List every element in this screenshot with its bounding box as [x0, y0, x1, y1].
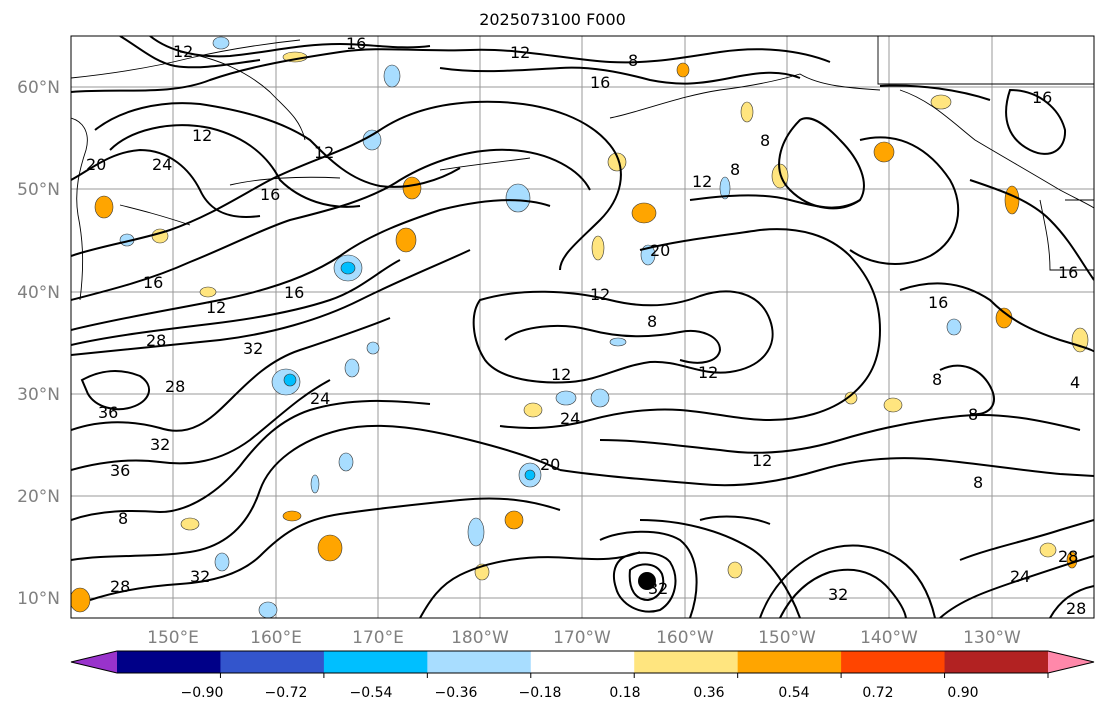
colorbar-segment — [530, 651, 635, 673]
lon-label: 160°E — [250, 628, 302, 648]
contour-label: 28 — [110, 577, 130, 596]
contour-labels: 12 16 12 8 16 16 12 12 24 20 16 16 16 12… — [86, 34, 1086, 618]
contour-label: 12 — [206, 298, 226, 317]
contour-label: 16 — [284, 283, 304, 302]
contour-label: 16 — [928, 293, 948, 312]
contour-label: 28 — [165, 377, 185, 396]
lon-label: 170°E — [352, 628, 404, 648]
contour-label: 8 — [760, 131, 770, 150]
contour-label: 24 — [1010, 567, 1030, 586]
contour-label: 24 — [310, 389, 330, 408]
lat-label: 60°N — [17, 78, 60, 98]
contour-label: 12 — [590, 285, 610, 304]
lat-label: 50°N — [17, 180, 60, 200]
colorbar-extend-min — [71, 651, 117, 673]
contour-label: 20 — [650, 241, 670, 260]
contour-label: 12 — [752, 451, 772, 470]
lon-axis: 150°E 160°E 170°E 180°W 170°W 160°W 150°… — [147, 628, 1021, 648]
colorbar-tick-label: 0.72 — [862, 685, 893, 701]
lat-axis: 60°N 50°N 40°N 30°N 20°N 10°N — [17, 78, 60, 609]
contour-label: 28 — [146, 331, 166, 350]
contour-label: 4 — [1070, 373, 1080, 392]
contour-label: 12 — [551, 365, 571, 384]
contour-label: 32 — [648, 579, 668, 598]
contour-label: 32 — [828, 585, 848, 604]
coastlines — [71, 36, 1094, 301]
contour-label: 12 — [314, 143, 334, 162]
contour-label: 12 — [698, 363, 718, 382]
contour-label: 8 — [968, 405, 978, 424]
colorbar-outline — [70, 650, 1095, 674]
lon-label: 180°W — [451, 628, 509, 648]
contour-label: 28 — [1058, 547, 1078, 566]
contour-label: 24 — [560, 409, 580, 428]
contours — [71, 36, 1094, 618]
colorbar-extend-max — [1048, 651, 1094, 673]
colorbar-tick-label: −0.36 — [435, 685, 478, 701]
contour-label: 8 — [730, 160, 740, 179]
lon-label: 150°W — [758, 628, 816, 648]
contour-label: 36 — [98, 403, 118, 422]
contour-label: 8 — [118, 509, 128, 528]
lon-label: 160°W — [656, 628, 714, 648]
contour-label: 32 — [150, 435, 170, 454]
map-title: 2025073100 F000 — [479, 10, 626, 29]
colorbar-tick-label: −0.72 — [265, 685, 308, 701]
lon-label: 150°E — [147, 628, 199, 648]
contour-label: 20 — [540, 455, 560, 474]
contour-label: 16 — [260, 185, 280, 204]
contour-label: 16 — [590, 73, 610, 92]
lat-label: 20°N — [17, 487, 60, 507]
contour-label: 8 — [973, 473, 983, 492]
lat-label: 30°N — [17, 385, 60, 405]
contour-label: 16 — [346, 34, 366, 53]
contour-label: 8 — [628, 51, 638, 70]
contour-label: 24 — [152, 155, 172, 174]
lat-label: 40°N — [17, 283, 60, 303]
contour-label: 12 — [692, 172, 712, 191]
colorbar-tick-label: 0.36 — [693, 685, 724, 701]
contour-label: 8 — [932, 370, 942, 389]
colorbar-tick-label: 0.18 — [609, 685, 640, 701]
colorbar-segment — [323, 651, 428, 673]
colorbar-tick-label: 0.90 — [947, 685, 978, 701]
colorbar-segment — [634, 651, 739, 673]
colorbar-segment — [841, 651, 946, 673]
lon-label: 170°W — [553, 628, 611, 648]
contour-label: 12 — [510, 43, 530, 62]
contour-label: 16 — [1032, 88, 1052, 107]
colorbar-segment — [737, 651, 842, 673]
colorbar-segment — [944, 651, 1049, 673]
contour-label: 32 — [243, 339, 263, 358]
colorbar-tick-label: −0.18 — [519, 685, 562, 701]
colorbar-tick-label: 0.54 — [778, 685, 809, 701]
contour-label: 20 — [86, 155, 106, 174]
contour-label: 32 — [190, 567, 210, 586]
colorbar-ticks: −0.90 −0.72 −0.54 −0.36 −0.18 0.18 0.36 … — [181, 685, 979, 701]
contour-label: 36 — [110, 461, 130, 480]
low-center-marker — [638, 572, 656, 590]
colorbar-tick-label: −0.90 — [181, 685, 224, 701]
colorbar-segment — [220, 651, 325, 673]
colorbar-tick-label: −0.54 — [350, 685, 393, 701]
lon-label: 130°W — [963, 628, 1021, 648]
colorbar — [70, 650, 1095, 678]
contour-label: 16 — [1058, 263, 1078, 282]
colorbar-segment — [427, 651, 532, 673]
contour-label: 16 — [143, 273, 163, 292]
lon-label: 140°W — [860, 628, 918, 648]
contour-label: 8 — [647, 312, 657, 331]
map-frame — [70, 35, 1095, 619]
contour-label: 12 — [173, 42, 193, 61]
colorbar-segment — [117, 651, 221, 673]
contour-label: 28 — [1066, 599, 1086, 618]
contour-label: 12 — [192, 126, 212, 145]
lat-label: 10°N — [17, 589, 60, 609]
graticule — [71, 36, 1094, 618]
